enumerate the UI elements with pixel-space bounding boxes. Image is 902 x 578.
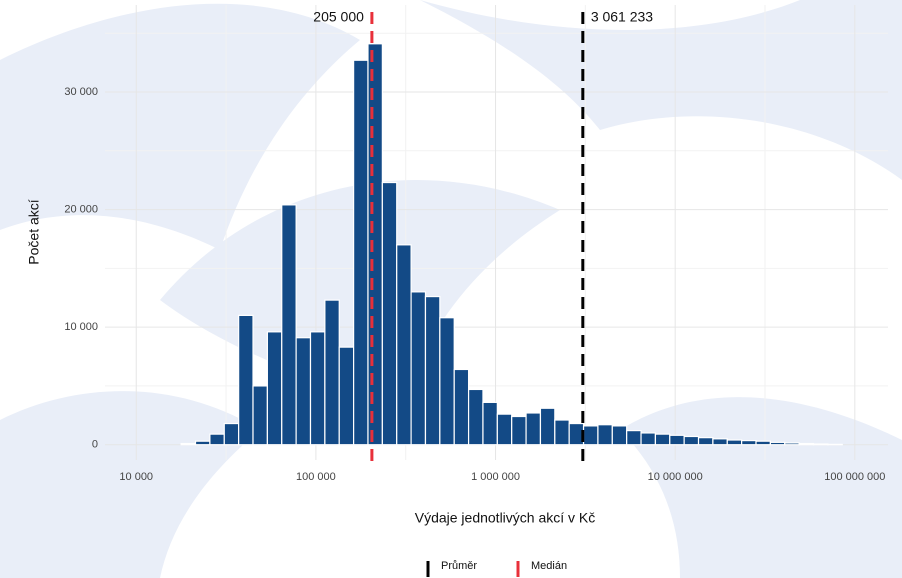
x-tick-label: 10 000 (119, 471, 153, 483)
bar (770, 442, 784, 444)
bar (713, 439, 727, 445)
legend-label: Průměr (441, 560, 477, 572)
x-tick-label: 100 000 (296, 471, 336, 483)
bar (555, 420, 569, 445)
chart: Výdaje jednotlivých akcí v Kč Počet akcí… (0, 0, 902, 578)
y-tick-label: 20 000 (64, 203, 98, 215)
bar (310, 332, 324, 445)
bar (540, 408, 554, 444)
bar (282, 205, 296, 445)
reference-label: 3 061 233 (591, 9, 653, 25)
bar (699, 438, 713, 445)
bar (253, 386, 267, 445)
bar (325, 300, 339, 445)
bar (411, 292, 425, 445)
bar (497, 414, 511, 445)
bar (814, 444, 828, 445)
bar (239, 315, 253, 444)
bar (339, 347, 353, 445)
bar (655, 434, 669, 445)
bar (598, 425, 612, 445)
bar (469, 389, 483, 444)
bar (584, 426, 598, 445)
bar (684, 436, 698, 444)
y-axis-title: Počet akcí (26, 199, 42, 264)
bar (512, 416, 526, 444)
bar (483, 402, 497, 444)
x-tick-label: 1 000 000 (471, 471, 520, 483)
bar (670, 435, 684, 444)
bar (526, 413, 540, 445)
bar (397, 245, 411, 445)
bar (641, 433, 655, 445)
bar (267, 332, 281, 445)
bar (440, 318, 454, 445)
legend-label: Medián (531, 560, 567, 572)
bar (627, 431, 641, 445)
watermark (0, 0, 902, 578)
bar (354, 60, 368, 444)
bar (425, 297, 439, 445)
bar (612, 426, 626, 445)
y-tick-label: 0 (92, 439, 98, 451)
x-tick-label: 10 000 000 (648, 471, 703, 483)
x-axis-title: Výdaje jednotlivých akcí v Kč (415, 510, 596, 526)
bar (742, 441, 756, 445)
bar (785, 443, 799, 445)
bar (368, 44, 382, 445)
bar (799, 444, 813, 445)
bar (382, 183, 396, 445)
bar (224, 424, 238, 445)
y-tick-label: 10 000 (64, 321, 98, 333)
reference-label: 205 000 (313, 9, 364, 25)
bar (196, 441, 210, 445)
x-tick-label: 100 000 000 (824, 471, 885, 483)
y-tick-label: 30 000 (64, 86, 98, 98)
bar (454, 369, 468, 444)
bar (210, 434, 224, 445)
bar (296, 338, 310, 445)
bar (727, 440, 741, 445)
bar (756, 441, 770, 445)
bar (181, 444, 195, 445)
